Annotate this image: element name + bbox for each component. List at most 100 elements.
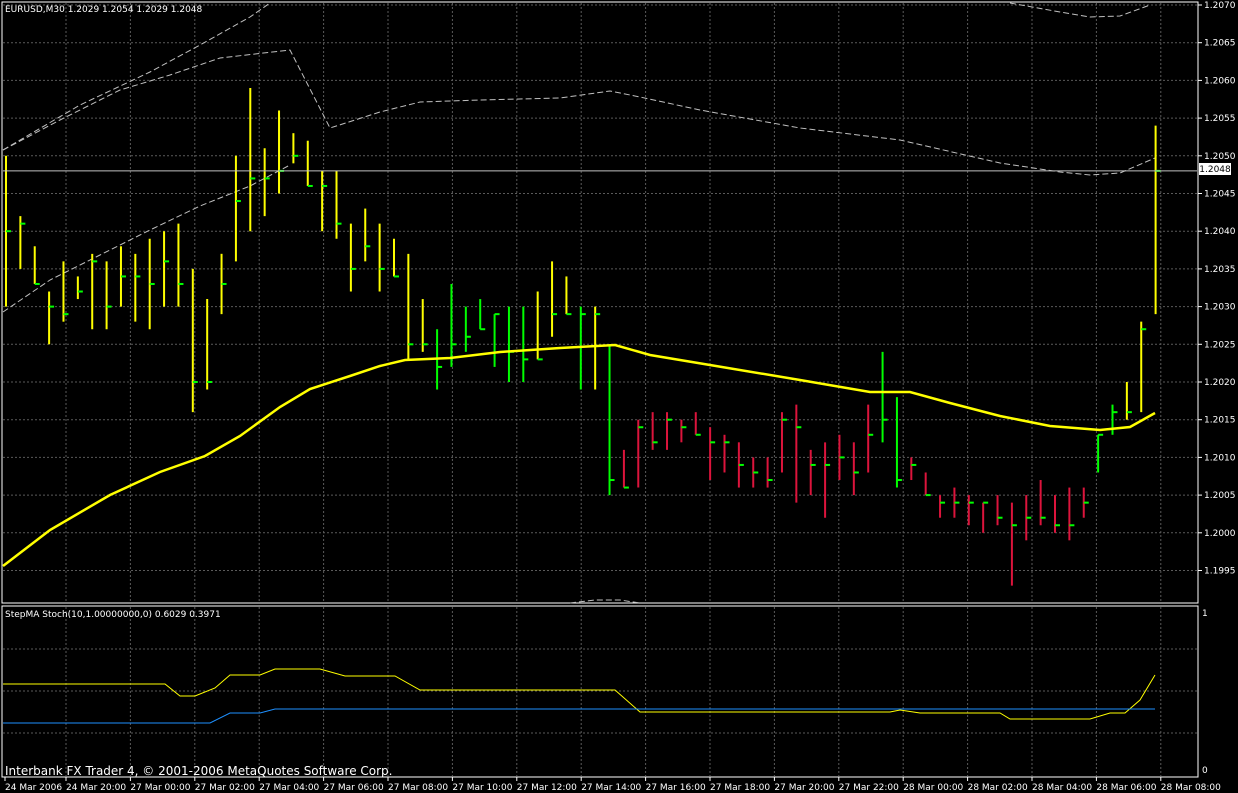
- stepma-line: [2, 343, 1156, 567]
- ohlc-bar: [321, 170, 328, 232]
- time-label: 24 Mar 2006: [5, 783, 62, 793]
- ohlc-bar: [752, 457, 759, 488]
- time-label: 27 Mar 12:00: [517, 783, 577, 793]
- time-label: 27 Mar 16:00: [646, 783, 706, 793]
- ohlc-bar: [766, 457, 773, 488]
- ohlc-bar: [349, 223, 356, 292]
- ohlc-bar: [5, 155, 11, 307]
- time-axis: 24 Mar 2006 24 Mar 20:00 27 Mar 00:00 27 Ma…: [4, 777, 1221, 793]
- time-label: 27 Mar 10:00: [452, 783, 512, 793]
- ohlc-bar: [76, 276, 83, 300]
- price-label: 1.2045: [1204, 190, 1236, 200]
- ohlc-bar: [450, 283, 457, 367]
- ohlc-bar: [852, 442, 859, 496]
- ohlc-bar: [551, 261, 558, 337]
- ohlc-bar: [421, 299, 428, 352]
- ohlc-bar: [1039, 480, 1046, 526]
- ohlc-bar: [622, 449, 629, 489]
- ohlc-bar: [651, 412, 658, 450]
- ohlc-bar: [881, 351, 888, 443]
- ohlc-bar: [680, 419, 687, 443]
- envelope-bands: [2, 2, 1156, 604]
- ohlc-bar: [62, 261, 69, 322]
- ohlc-bar: [522, 306, 529, 382]
- price-label: 1.2025: [1204, 340, 1236, 350]
- time-label: 28 Mar 02:00: [968, 783, 1028, 793]
- time-label: 27 Mar 04:00: [259, 783, 319, 793]
- ohlc-bar: [694, 412, 701, 436]
- ohlc-bar: [392, 238, 399, 278]
- ohlc-bar: [19, 216, 26, 269]
- ohlc-bar: [105, 261, 112, 330]
- ohlc-bar: [234, 155, 241, 262]
- time-label: 24 Mar 20:00: [66, 783, 126, 793]
- ohlc-bar: [996, 495, 1003, 526]
- time-label: 28 Mar 00:00: [903, 783, 963, 793]
- ohlc-bar: [565, 276, 572, 316]
- ohlc-bar: [536, 291, 543, 361]
- ohlc-bar: [206, 299, 213, 390]
- price-label: 1.2055: [1204, 114, 1236, 124]
- ohlc-bar: [263, 148, 270, 217]
- band-bottom-segment: [569, 599, 641, 604]
- current-price-label: 1.2048: [1199, 165, 1231, 175]
- ohlc-bar: [910, 457, 917, 481]
- price-label: 1.2070: [1204, 1, 1236, 11]
- ohlc-bar: [464, 306, 471, 352]
- ohlc-bar: [48, 291, 55, 345]
- lower-band: [2, 164, 291, 313]
- ohlc-bar: [163, 231, 170, 307]
- price-axis: 1.2070 1.2065 1.2060 1.2055 1.2050 1.2045 1.20…: [1198, 1, 1236, 577]
- indicator-scale-top: 1: [1202, 609, 1208, 619]
- indicator-scale-bottom: 0: [1202, 766, 1208, 776]
- ohlc-bar: [637, 419, 644, 488]
- band-top-right: [1009, 2, 1151, 18]
- ohlc-bar: [939, 495, 946, 518]
- ohlc-bar: [1054, 495, 1061, 533]
- ohlc-bar: [1025, 495, 1032, 541]
- time-label: 28 Mar 04:00: [1032, 783, 1092, 793]
- time-label: 27 Mar 00:00: [130, 783, 190, 793]
- ohlc-bar: [119, 246, 126, 307]
- price-label: 1.2030: [1204, 303, 1236, 313]
- ohlc-bar: [1068, 487, 1075, 541]
- ohlc-bar: [148, 238, 155, 330]
- ohlc-bar: [608, 344, 615, 496]
- price-label: 1.2000: [1204, 529, 1236, 539]
- ohlc-bar: [493, 313, 500, 367]
- price-panel-frame: [1, 1, 1199, 604]
- ohlc-bar: [709, 427, 716, 481]
- time-label: 27 Mar 02:00: [195, 783, 255, 793]
- ohlc-bar: [292, 133, 299, 164]
- ohlc-bar: [809, 449, 816, 496]
- ohlc-bar: [723, 434, 730, 473]
- band-top-segment: [2, 2, 271, 151]
- chart-grid: [3, 3, 1197, 776]
- ohlc-bar: [364, 208, 371, 262]
- time-label: 27 Mar 22:00: [839, 783, 899, 793]
- ohlc-bar: [666, 412, 673, 450]
- ohlc-bar: [134, 253, 141, 322]
- ohlc-bar: [1082, 487, 1089, 518]
- ohlc-bar: [91, 253, 98, 330]
- price-label: 1.2015: [1204, 416, 1236, 426]
- ohlc-bar: [335, 170, 342, 239]
- ohlc-bar: [306, 140, 313, 187]
- time-label: 27 Mar 20:00: [774, 783, 834, 793]
- ohlc-bar: [1010, 502, 1017, 586]
- copyright-text: Interbank FX Trader 4, © 2001-2006 MetaQ…: [5, 764, 393, 778]
- ohlc-bar: [737, 442, 744, 488]
- time-label: 27 Mar 06:00: [324, 783, 384, 793]
- main-chart-header: EURUSD,M30 1.2029 1.2054 1.2029 1.2048: [5, 5, 203, 15]
- ohlc-bar: [378, 223, 385, 292]
- current-price-marker: [1199, 163, 1231, 175]
- time-label: 27 Mar 18:00: [710, 783, 770, 793]
- price-label: 1.2040: [1204, 227, 1236, 237]
- time-label: 27 Mar 08:00: [388, 783, 448, 793]
- ohlc-bar: [33, 246, 40, 285]
- ohlc-bar: [220, 253, 227, 315]
- price-label: 1.2065: [1204, 39, 1236, 49]
- ohlc-bar: [177, 223, 184, 307]
